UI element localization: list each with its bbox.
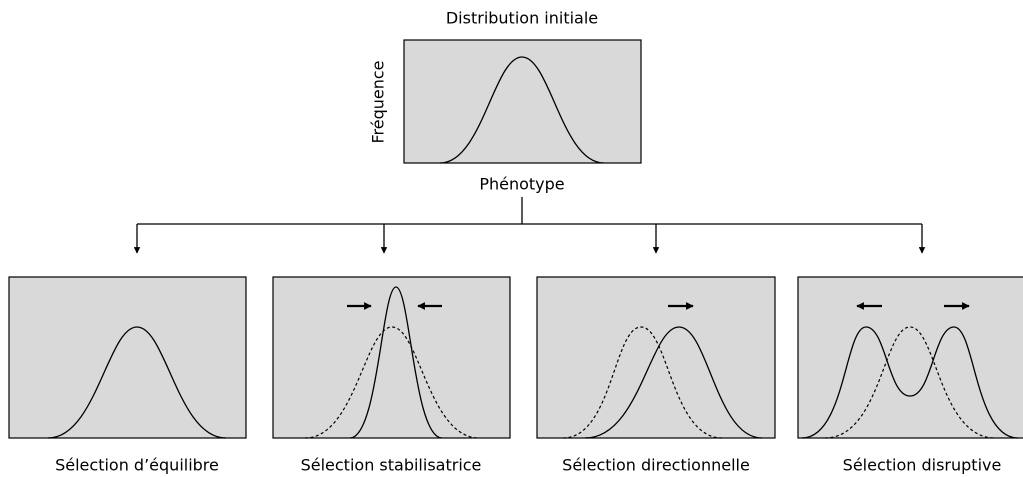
- panel: [8, 276, 247, 439]
- dashed-curve: [824, 326, 996, 439]
- curve: [801, 326, 1019, 439]
- curve: [584, 326, 763, 439]
- initial-panel: [403, 39, 642, 164]
- dashed-curve: [304, 326, 480, 439]
- panel: [797, 276, 1023, 439]
- panel: [272, 276, 511, 439]
- curve: [47, 326, 227, 439]
- initial-curve: [439, 56, 605, 164]
- title: Distribution initiale: [446, 9, 598, 28]
- connector: [133, 197, 926, 254]
- panel-label: Sélection directionnelle: [562, 456, 750, 475]
- panel-label: Sélection d’équilibre: [55, 456, 219, 475]
- dashed-curve: [562, 326, 723, 439]
- curve: [349, 286, 443, 439]
- x-axis-label: Phénotype: [479, 175, 564, 194]
- panel-label: Sélection stabilisatrice: [301, 456, 482, 475]
- y-axis-label: Fréquence: [369, 60, 388, 143]
- panel-label: Sélection disruptive: [843, 456, 1002, 475]
- panel: [536, 276, 776, 439]
